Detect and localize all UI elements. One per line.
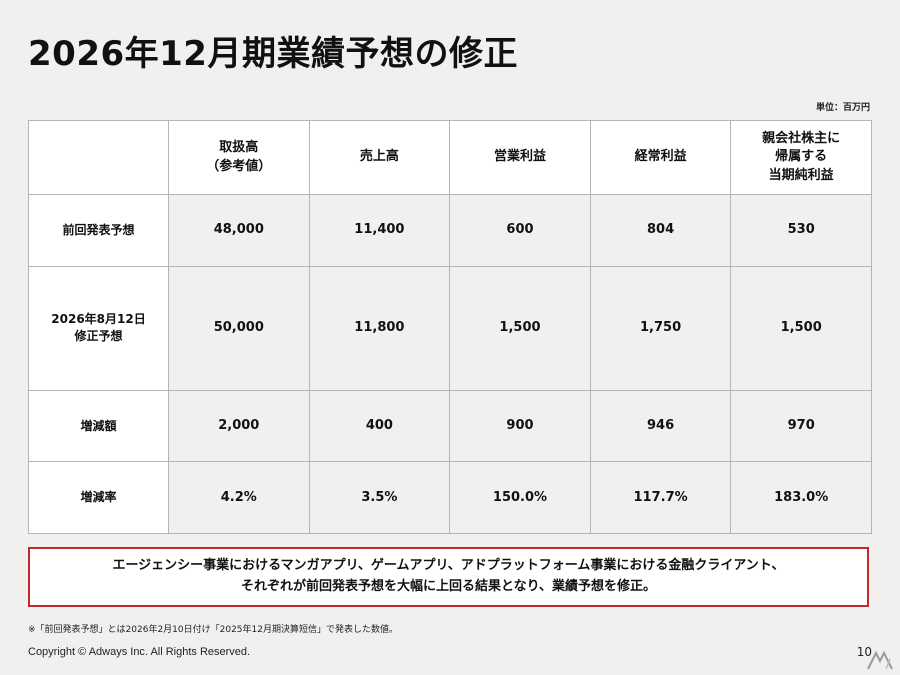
row-label: 増減率 [28, 461, 169, 534]
page-number: 10 [856, 645, 872, 659]
table-cell: 50,000 [168, 265, 310, 391]
row-label: 前回発表予想 [28, 194, 169, 267]
row-label: 増減額 [28, 389, 169, 463]
table-cell: 970 [730, 389, 872, 463]
table-cell: 804 [589, 194, 732, 267]
header-cell-operating-income: 営業利益 [449, 120, 591, 195]
table-row: 2026年8月12日 修正予想 50,000 11,800 1,500 1,75… [28, 265, 872, 391]
summary-note-line-2: それぞれが前回発表予想を大幅に上回る結果となり、業績予想を修正。 [240, 579, 657, 594]
table-cell: 3.5% [308, 461, 451, 534]
table-cell: 48,000 [168, 194, 310, 267]
table-header-row: 取扱高 （参考値） 売上高 営業利益 経常利益 親会社株主に 帰属する 当期純利… [28, 120, 872, 195]
table-row: 前回発表予想 48,000 11,400 600 804 530 [28, 194, 872, 267]
table-cell: 1,500 [449, 265, 591, 391]
table-cell: 11,400 [308, 194, 451, 267]
row-label: 2026年8月12日 修正予想 [28, 265, 169, 391]
header-cell-net-income: 親会社株主に 帰属する 当期純利益 [730, 120, 872, 195]
watermark-logo-icon [867, 650, 893, 670]
table-cell: 900 [449, 389, 591, 463]
page-title: 2026年12月期業績予想の修正 [28, 34, 518, 74]
header-cell-empty [28, 120, 169, 195]
copyright: Copyright © Adways Inc. All Rights Reser… [28, 646, 251, 658]
table-cell: 2,000 [168, 389, 310, 463]
table-cell: 530 [730, 194, 872, 267]
table-row: 増減額 2,000 400 900 946 970 [28, 389, 872, 463]
table-row: 増減率 4.2% 3.5% 150.0% 117.7% 183.0% [28, 461, 872, 534]
summary-note-line-1: エージェンシー事業におけるマンガアプリ、ゲームアプリ、アドプラットフォーム事業に… [112, 558, 785, 574]
table-cell: 183.0% [730, 461, 872, 534]
forecast-table: 取扱高 （参考値） 売上高 営業利益 経常利益 親会社株主に 帰属する 当期純利… [28, 120, 872, 534]
summary-note-box: エージェンシー事業におけるマンガアプリ、ゲームアプリ、アドプラットフォーム事業に… [28, 547, 869, 607]
table-cell: 4.2% [168, 461, 310, 534]
table-cell: 117.7% [589, 461, 732, 534]
header-cell-ordinary-income: 経常利益 [589, 120, 732, 195]
unit-label: 単位：百万円 [815, 103, 870, 113]
table-cell: 1,500 [730, 265, 872, 391]
table-cell: 400 [308, 389, 451, 463]
header-cell-transaction-volume: 取扱高 （参考値） [168, 120, 310, 195]
header-cell-net-sales: 売上高 [308, 120, 451, 195]
table-cell: 946 [589, 389, 732, 463]
table-cell: 1,750 [589, 265, 732, 391]
table-cell: 150.0% [449, 461, 591, 534]
table-cell: 11,800 [308, 265, 451, 391]
table-cell: 600 [449, 194, 591, 267]
footnote: ※「前回発表予想」とは2026年2月10日付け「2025年12月期決算短信」で発… [28, 625, 398, 635]
